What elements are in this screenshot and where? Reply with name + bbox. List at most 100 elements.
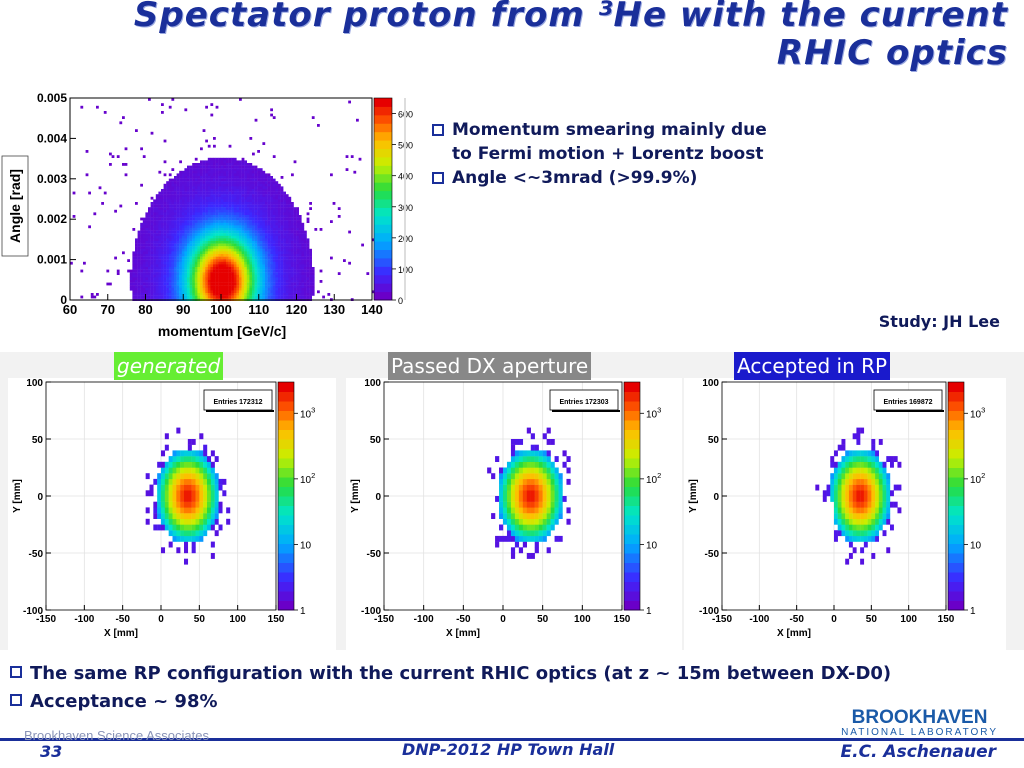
heatmap-bin [226,191,229,195]
heatmap-bin [132,272,136,275]
heatmap-bin [231,215,234,218]
heatmap-bin [161,290,164,294]
heatmap-bin [254,274,258,278]
heatmap-bin [275,295,279,299]
heatmap-bin [205,277,208,281]
heatmap-bin [554,535,559,542]
heatmap-bin [202,251,206,255]
heatmap-bin [267,272,271,275]
heatmap-bin [135,261,138,265]
heatmap-bin [226,163,229,166]
heatmap-bin [233,285,237,288]
heatmap-bin [830,461,835,468]
heatmap-bin [863,490,868,497]
top-colorbar-segment [374,182,392,192]
heatmap-bin [210,209,214,213]
heatmap-bin [893,484,898,491]
heatmap-bin [132,285,136,288]
heatmap-bin [534,513,539,519]
heatmap-bin [145,251,149,255]
heatmap-bin [249,295,253,299]
heatmap-bin [194,235,198,239]
heatmap-bin [856,467,861,474]
heatmap-bin [510,547,516,554]
heatmap-bin [270,295,273,299]
heatmap-bin [361,243,364,247]
heatmap-bin [163,287,167,291]
xy-colorbar-segment [624,467,640,478]
heatmap-bin [886,496,891,502]
heatmap-bin [140,290,143,294]
heatmap-bin [168,267,172,270]
heatmap-bin [254,248,258,252]
heatmap-bin [171,261,175,265]
heatmap-bin [220,293,224,296]
heatmap-bin [228,209,232,213]
heatmap-bin [215,105,219,109]
heatmap-bin [137,230,141,234]
heatmap-bin [875,484,879,491]
heatmap-bin [837,530,842,537]
heatmap-bin [202,264,206,268]
heatmap-bin [184,478,189,485]
heatmap-bin [239,165,242,169]
heatmap-bin [163,212,167,216]
heatmap-bin [213,183,216,187]
heatmap-bin [179,241,182,244]
heatmap-bin [239,191,242,195]
heatmap-bin [337,215,341,218]
heatmap-bin [220,264,224,268]
heatmap-bin [280,228,284,231]
heatmap-bin [241,202,245,205]
heatmap-bin [236,222,240,226]
heatmap-bin [837,501,842,508]
heatmap-bin [155,196,159,200]
heatmap-bin [166,280,169,283]
heatmap-bin [140,233,143,236]
heatmap-bin [181,204,185,208]
heatmap-bin [223,261,227,265]
heatmap-bin [140,280,143,283]
heatmap-bin [265,293,268,296]
heatmap-bin [309,285,312,288]
heatmap-bin [213,241,216,244]
heatmap-bin [246,243,250,247]
heatmap-bin [244,264,247,268]
heatmap-bin [275,290,279,294]
heatmap-bin [226,209,229,213]
heatmap-bin [830,484,835,491]
heatmap-bin [259,209,263,213]
heatmap-bin [860,478,865,485]
heatmap-bin [252,259,255,262]
heatmap-bin [158,222,162,226]
heatmap-bin [291,267,294,270]
heatmap-bin [172,501,177,508]
heatmap-bin [875,450,879,457]
heatmap-bin [236,212,240,216]
heatmap-bin [538,513,543,519]
heatmap-bin [166,189,169,192]
heatmap-bin [210,186,214,190]
heatmap-bin [179,248,182,252]
heatmap-bin [142,287,146,291]
heatmap-bin [187,238,190,242]
heatmap-bin [259,228,263,231]
heatmap-bin [202,183,206,187]
heatmap-bin [848,473,853,480]
heatmap-bin [181,215,185,218]
heatmap-bin [181,241,185,244]
heatmap-bin [293,261,297,265]
heatmap-bin [187,202,190,205]
heatmap-bin [257,191,260,195]
heatmap-bin [860,513,865,519]
heatmap-bin [205,181,208,184]
heatmap-bin [168,225,172,229]
heatmap-bin [244,238,247,242]
heatmap-bin [137,272,141,275]
heatmap-bin [215,246,219,249]
heatmap-bin [296,264,299,268]
heatmap-bin [272,212,276,216]
heatmap-bin [863,518,868,525]
heatmap-bin [241,189,245,192]
heatmap-bin [192,285,195,288]
